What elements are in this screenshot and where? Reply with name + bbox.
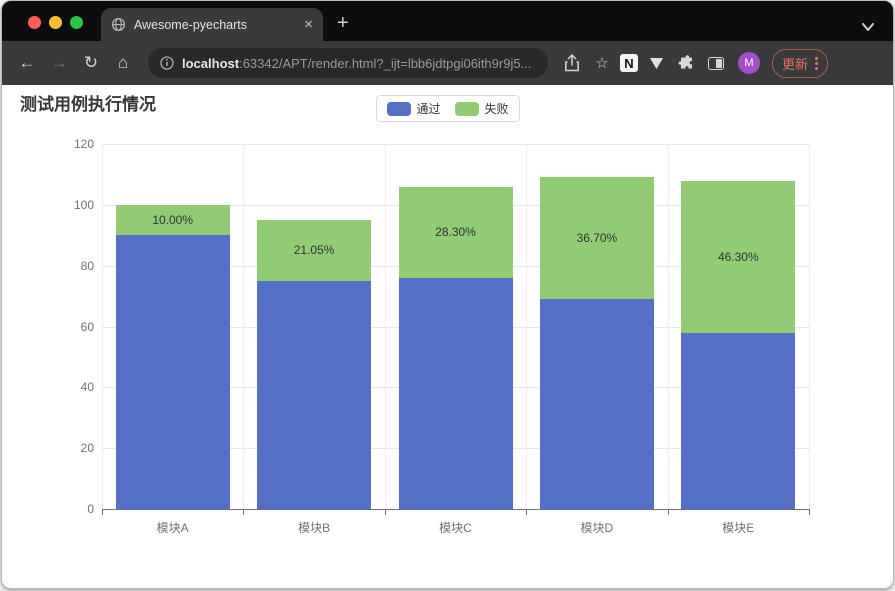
- x-axis-tick: [243, 510, 245, 515]
- menu-kebab-icon[interactable]: [815, 56, 819, 70]
- x-axis-line: [102, 509, 810, 510]
- chrome-update-button[interactable]: 更新: [772, 48, 829, 78]
- bar-segment-pass[interactable]: [681, 332, 796, 509]
- bar-label: 46.30%: [717, 249, 759, 264]
- notion-extension-icon[interactable]: N: [620, 54, 638, 72]
- bar-segment-pass[interactable]: [539, 299, 654, 509]
- bar-label: 10.00%: [152, 213, 194, 228]
- address-bar[interactable]: localhost:63342/APT/render.html?_ijt=lbb…: [148, 48, 548, 78]
- y-axis-label: 20: [80, 441, 94, 456]
- profile-avatar[interactable]: M: [738, 52, 760, 74]
- bar-label: 36.70%: [576, 231, 618, 246]
- new-tab-button[interactable]: +: [337, 12, 349, 34]
- y-axis-label: 100: [73, 197, 94, 212]
- forward-icon: →: [50, 53, 68, 72]
- x-axis-label: 模块B: [298, 521, 331, 535]
- x-axis-tick: [809, 510, 810, 515]
- y-axis-label: 0: [87, 502, 94, 516]
- legend-swatch-fail: [454, 101, 479, 116]
- url-text: localhost:63342/APT/render.html?_ijt=lbb…: [182, 56, 531, 71]
- back-icon[interactable]: ←: [18, 53, 36, 72]
- y-axis-label: 60: [80, 319, 94, 334]
- bar-label: 28.30%: [435, 225, 476, 240]
- grid-line-vertical: [809, 144, 810, 509]
- legend-item-pass[interactable]: 通过: [386, 100, 441, 117]
- bar-label: 21.05%: [293, 243, 335, 258]
- chart-plot: 0 20 40 60 80 100 120 模块A 模块B 模块C 模块D 模块E 10.00% 21.0…: [74, 137, 810, 535]
- legend-item-fail[interactable]: 失败: [454, 100, 509, 117]
- browser-tab[interactable]: Awesome-pyecharts ×: [101, 8, 323, 41]
- bar-segment-pass[interactable]: [115, 235, 230, 509]
- grid-line-vertical: [667, 144, 669, 509]
- share-icon[interactable]: [560, 54, 584, 72]
- x-axis-tick: [526, 510, 528, 515]
- bar-segment-fail[interactable]: [257, 220, 372, 281]
- legend-label-fail: 失败: [484, 102, 509, 116]
- page-content: 测试用例执行情况 通过 失败 0 20 40 60 80 100 120 模块A 模块B 模块C 模…: [2, 85, 893, 588]
- url-path: :63342/APT/render.html?_ijt=lbb6jdtpgi06…: [239, 55, 532, 71]
- minimize-window-button[interactable]: [49, 16, 62, 29]
- grid-line-vertical: [243, 144, 245, 509]
- extensions-puzzle-icon[interactable]: [674, 54, 698, 72]
- x-axis-label: 模块D: [580, 521, 614, 535]
- y-axis-label: 80: [80, 258, 94, 273]
- bar-segment-fail[interactable]: [398, 186, 513, 278]
- legend-label-pass: 通过: [416, 102, 441, 116]
- chart-legend: 通过 失败: [375, 95, 520, 122]
- y-axis-label: 120: [73, 137, 94, 151]
- browser-toolbar: ← → ↻ ⌂ localhost:63342/APT/render.html?…: [2, 41, 893, 85]
- close-tab-icon[interactable]: ×: [304, 16, 313, 33]
- bar-segment-fail[interactable]: [115, 204, 230, 236]
- grid-line-horizontal: [102, 144, 809, 145]
- grid-line-vertical: [526, 144, 528, 509]
- bar-segment-fail[interactable]: [539, 177, 654, 300]
- tab-title: Awesome-pyecharts: [134, 17, 248, 32]
- x-axis-tick: [667, 510, 669, 515]
- home-icon[interactable]: ⌂: [117, 53, 129, 72]
- zoom-window-button[interactable]: [70, 16, 83, 29]
- tab-strip: Awesome-pyecharts × +: [2, 1, 893, 41]
- close-window-button[interactable]: [28, 16, 41, 29]
- reload-icon[interactable]: ↻: [83, 53, 99, 72]
- traffic-lights: [28, 16, 83, 29]
- y-axis-label: 40: [80, 380, 94, 395]
- x-axis-label: 模块C: [439, 521, 472, 535]
- tab-search-chevron-icon[interactable]: [861, 22, 875, 32]
- bar-segment-pass[interactable]: [257, 280, 372, 509]
- x-axis-tick: [384, 510, 386, 515]
- x-axis-label: 模块A: [156, 521, 189, 535]
- bar-segment-pass[interactable]: [398, 277, 513, 509]
- x-axis-label: 模块E: [722, 521, 755, 535]
- bar-segment-fail[interactable]: [681, 180, 796, 333]
- bookmark-star-icon[interactable]: ☆: [595, 55, 609, 72]
- chart-title: 测试用例执行情况: [20, 95, 156, 114]
- update-label: 更新: [782, 56, 809, 72]
- x-axis-tick: [102, 510, 103, 515]
- grid-line-vertical: [102, 144, 103, 509]
- url-host: localhost: [182, 55, 240, 71]
- site-info-icon[interactable]: [160, 56, 174, 70]
- globe-favicon-icon: [111, 17, 126, 32]
- split-screen-icon[interactable]: [704, 56, 728, 70]
- legend-swatch-pass: [386, 101, 411, 116]
- grid-line-vertical: [384, 144, 386, 509]
- darkreader-extension-icon[interactable]: [644, 57, 668, 70]
